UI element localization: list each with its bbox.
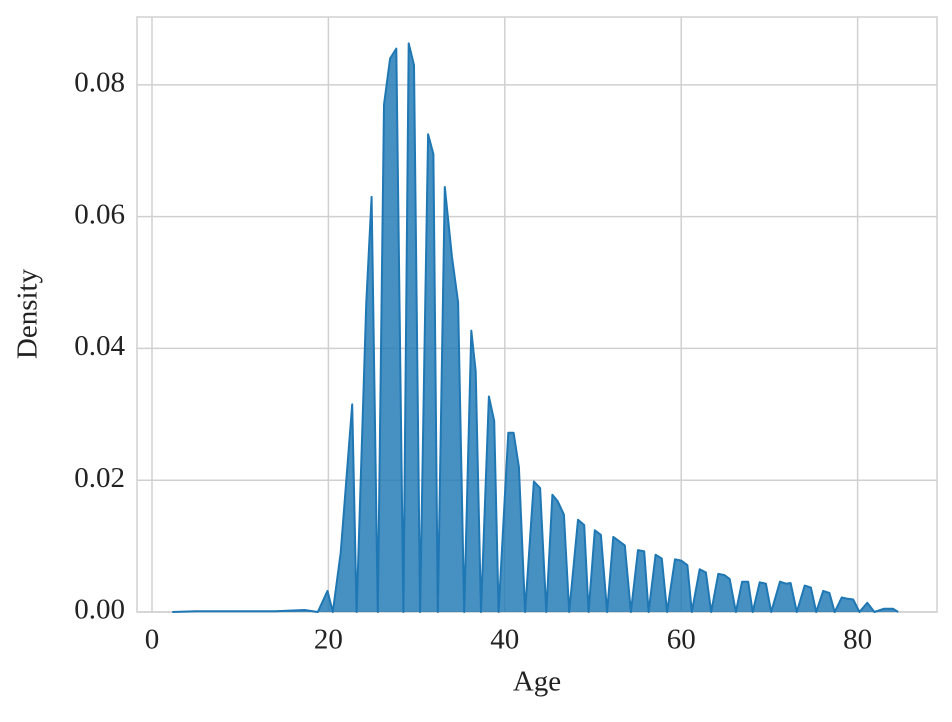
x-tick-label: 60: [667, 624, 696, 656]
y-tick-label: 0.06: [74, 198, 125, 230]
x-tick-label: 80: [843, 624, 872, 656]
y-tick-label: 0.00: [74, 594, 125, 626]
x-tick-label: 20: [314, 624, 343, 656]
y-tick-label: 0.02: [74, 462, 125, 494]
x-axis-label: Age: [513, 666, 561, 698]
density-line: [172, 42, 899, 613]
x-tick-label: 40: [490, 624, 519, 656]
density-area: [172, 43, 899, 612]
y-tick-label: 0.04: [74, 330, 125, 362]
y-tick-label: 0.08: [74, 67, 125, 99]
x-tick-label: 0: [145, 624, 160, 656]
y-axis-label: Density: [12, 268, 44, 359]
